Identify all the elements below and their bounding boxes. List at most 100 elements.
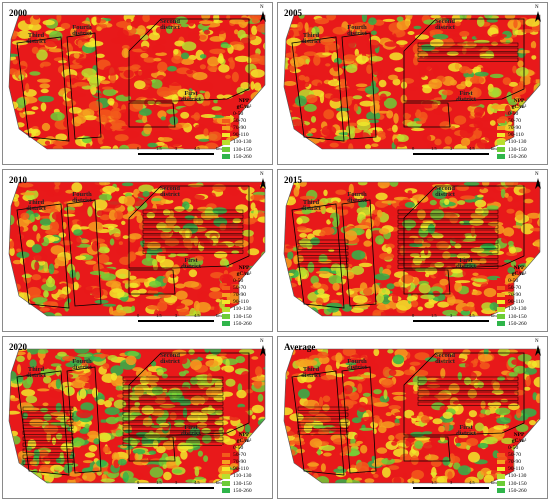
legend-label: 50-70 <box>508 117 522 124</box>
scale-tick-label: 3 <box>175 313 178 318</box>
legend-swatch <box>222 140 230 145</box>
third-district-label: Third district <box>26 199 46 212</box>
north-arrow-shape <box>260 345 266 356</box>
scale-tick-label: 4.5 <box>194 146 200 151</box>
legend-label: 0-50 <box>233 444 244 451</box>
legend-item: 90-110 <box>497 299 541 306</box>
legend-item: 70-90 <box>497 458 541 465</box>
legend-swatch <box>222 125 230 131</box>
legend-unit: gC/m² <box>511 104 527 110</box>
legend-item: 90-110 <box>222 299 266 306</box>
legend-item: 50-70 <box>497 117 541 124</box>
legend-item: 150-260 <box>222 153 266 160</box>
legend-swatch <box>222 459 230 465</box>
scale-bar-segment <box>176 487 195 489</box>
north-arrow-icon: N <box>533 5 543 23</box>
legend-item: 150-260 <box>497 320 541 327</box>
second-district-label: Second district <box>435 185 455 198</box>
legend-item: 110-130 <box>497 473 541 480</box>
north-arrow-icon: N <box>258 5 268 23</box>
north-arrow-icon: N <box>533 172 543 190</box>
npp-legend: NPP gC/m² 0-50 50-70 70-90 90-110 110-130 130… <box>497 98 541 160</box>
legend-label: 130-150 <box>233 480 252 487</box>
legend-item: 50-70 <box>497 284 541 291</box>
scale-unit: km <box>216 146 222 151</box>
legend-label: 70-90 <box>233 291 247 298</box>
legend-item: 0-50 <box>222 277 266 284</box>
scale-tick-label: 0 <box>137 480 140 485</box>
legend-swatch <box>497 292 505 298</box>
second-district-label: Second district <box>160 352 180 365</box>
scale-tick-label: 0 <box>412 313 415 318</box>
second-district-label: Second district <box>435 18 455 31</box>
legend-swatch <box>497 488 505 493</box>
legend-swatch <box>222 488 230 493</box>
legend-item: 0-50 <box>497 277 541 284</box>
scale-unit: km <box>216 480 222 485</box>
legend-swatch <box>222 111 230 116</box>
scale-tick-label: 3 <box>175 480 178 485</box>
scale-bar-segment <box>138 320 148 322</box>
legend-label: 70-90 <box>508 291 522 298</box>
scale-bar-segment <box>451 320 470 322</box>
legend-label: 90-110 <box>233 299 249 306</box>
north-arrow-shape <box>260 11 266 22</box>
legend-title: NPP <box>513 432 525 438</box>
legend-item: 150-260 <box>497 487 541 494</box>
legend-label: 150-260 <box>508 487 527 494</box>
legend-item: 110-130 <box>222 306 266 313</box>
npp-map <box>8 181 266 317</box>
legend-swatch <box>222 307 230 312</box>
legend-swatch <box>497 445 505 450</box>
legend-unit: gC/m² <box>511 271 527 277</box>
north-arrow-shape <box>535 11 541 22</box>
legend-label: 150-260 <box>508 320 527 327</box>
scale-unit: km <box>491 480 497 485</box>
north-arrow-shape <box>535 178 541 189</box>
scale-tick-label: 1.5 <box>431 480 437 485</box>
legend-swatch <box>222 154 230 159</box>
legend-swatch <box>222 299 230 305</box>
scale-tick-label: 4.5 <box>194 480 200 485</box>
legend-label: 90-110 <box>508 299 524 306</box>
legend-swatch <box>222 466 230 472</box>
scale-tick-label: 3 <box>450 313 453 318</box>
legend-item: 70-90 <box>222 291 266 298</box>
second-district-label: Second district <box>160 18 180 31</box>
legend-item: 70-90 <box>497 291 541 298</box>
npp-map <box>8 348 266 484</box>
legend-item: 110-130 <box>222 473 266 480</box>
legend-item: 130-150 <box>222 313 266 320</box>
second-district-label: Second district <box>160 185 180 198</box>
scale-bar: 0 1.5 3 4.5 km <box>412 313 497 327</box>
scale-tick-label: 4.5 <box>469 146 475 151</box>
first-district-label: First district <box>181 90 201 103</box>
second-district-label: Second district <box>435 352 455 365</box>
first-district-label: First district <box>181 424 201 437</box>
legend-label: 0-50 <box>233 110 244 117</box>
npp-legend: NPP gC/m² 0-50 50-70 70-90 90-110 110-130 130… <box>497 432 541 494</box>
legend-label: 90-110 <box>508 132 524 139</box>
scale-bar-segment <box>433 487 443 489</box>
legend-title: NPP <box>513 265 525 271</box>
scale-tick-label: 4.5 <box>469 480 475 485</box>
north-arrow-icon: N <box>258 339 268 357</box>
legend-swatch <box>497 285 505 291</box>
legend-item: 110-130 <box>497 139 541 146</box>
third-district-label: Third district <box>301 32 321 45</box>
scale-tick-label: 1.5 <box>431 313 437 318</box>
npp-legend: NPP gC/m² 0-50 50-70 70-90 90-110 110-130 130… <box>222 432 266 494</box>
legend-item: 0-50 <box>222 444 266 451</box>
legend-label: 50-70 <box>233 117 247 124</box>
legend-item: 90-110 <box>497 132 541 139</box>
legend-item: 0-50 <box>222 110 266 117</box>
panel-year-label: 2010 <box>9 175 27 185</box>
legend-swatch <box>497 459 505 465</box>
scale-tick-label: 0 <box>137 313 140 318</box>
legend-label: 150-260 <box>508 153 527 160</box>
legend-label: 0-50 <box>233 277 244 284</box>
scale-tick-label: 1.5 <box>156 146 162 151</box>
legend-item: 70-90 <box>222 124 266 131</box>
legend-swatch <box>497 321 505 326</box>
map-panel-average: Average N Third district Fourth district… <box>277 336 548 499</box>
